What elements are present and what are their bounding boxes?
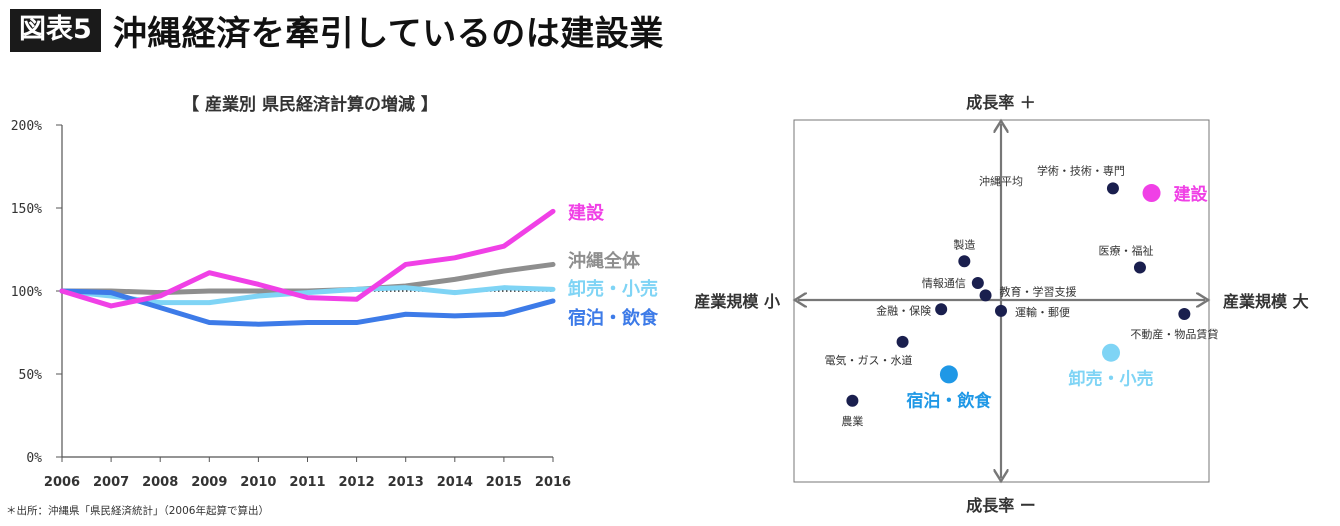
series-label-0: 建設	[568, 202, 605, 224]
point-label-12: 農業	[841, 414, 863, 428]
x-tick-label: 2016	[535, 475, 571, 490]
point-label-1: 建設	[1174, 184, 1209, 205]
x-tick-label: 2012	[339, 475, 375, 490]
x-tick-label: 2014	[437, 475, 473, 490]
figure-title: 沖縄経済を牽引しているのは建設業	[112, 13, 664, 54]
axis-label-left: 産業規模 小	[694, 292, 780, 311]
line-chart: 200% 150% 100% 50% 0%2006 2007 2008 2009 2010 201…	[11, 119, 659, 490]
y-tick-label: 200%	[11, 119, 42, 134]
series-label-2: 卸売・小売	[568, 278, 658, 300]
point-label-6: 金融・保険	[876, 303, 931, 317]
y-tick-label: 0%	[26, 451, 42, 466]
x-tick-label: 2013	[388, 475, 424, 490]
point-label-9: 電気・ガス・水道	[825, 353, 913, 367]
point-6	[935, 303, 948, 316]
line-chart-title: 【 産業別 県民経済計算の増減 】	[182, 95, 438, 115]
series-label-3: 宿泊・飲食	[568, 307, 659, 329]
point-1	[1142, 184, 1161, 203]
point-7	[995, 304, 1007, 317]
quadrant-frame	[793, 119, 1210, 483]
axis-label-right: 産業規模 大	[1223, 292, 1309, 311]
x-tick-label: 2009	[191, 475, 227, 490]
axis-label-bottom: 成長率 ー	[966, 496, 1036, 515]
series-line-0	[59, 208, 556, 309]
series-line-3	[59, 288, 556, 327]
point-label-8: 不動産・物品賃貸	[1130, 327, 1218, 341]
y-tick-label: 100%	[11, 285, 42, 300]
x-tick-label: 2010	[240, 475, 276, 490]
point-8	[1178, 307, 1191, 320]
axis-label-top: 成長率 ＋	[966, 93, 1036, 112]
point-label-0: 学術・技術・専門	[1037, 163, 1125, 177]
source-note: ＊出所：沖縄県「県民経済統計」（2006年起算で算出）	[6, 505, 269, 517]
point-9	[896, 335, 909, 348]
point-label-10: 卸売・小売	[1069, 369, 1154, 390]
y-tick-label: 150%	[11, 202, 42, 217]
series-label-1: 沖縄全体	[568, 250, 641, 272]
x-tick-label: 2015	[486, 475, 522, 490]
point-3	[1133, 261, 1146, 274]
x-tick-label: 2006	[44, 475, 80, 490]
point-label-2: 製造	[953, 237, 975, 251]
y-tick-label: 50%	[19, 368, 43, 383]
figure-header: 図表5 沖縄経済を牽引しているのは建設業	[10, 8, 664, 54]
point-label-7: 運輸・郵便	[1015, 305, 1070, 319]
point-2	[958, 255, 971, 268]
point-12	[846, 394, 859, 407]
x-tick-label: 2008	[142, 475, 178, 490]
point-label-5: 教育・学習支援	[1000, 284, 1077, 298]
figure-badge: 図表5	[10, 8, 101, 52]
point-label-11: 宿泊・飲食	[906, 390, 992, 411]
point-11	[939, 365, 958, 384]
x-tick-label: 2007	[93, 475, 129, 490]
point-5	[979, 289, 992, 302]
point-label-3: 医療・福祉	[1098, 243, 1153, 257]
point-0	[1106, 182, 1119, 195]
center-label: 沖縄平均	[979, 174, 1023, 188]
point-label-4: 情報通信	[922, 277, 966, 290]
point-4	[971, 276, 984, 289]
x-tick-label: 2011	[289, 475, 325, 490]
point-10	[1102, 343, 1121, 362]
